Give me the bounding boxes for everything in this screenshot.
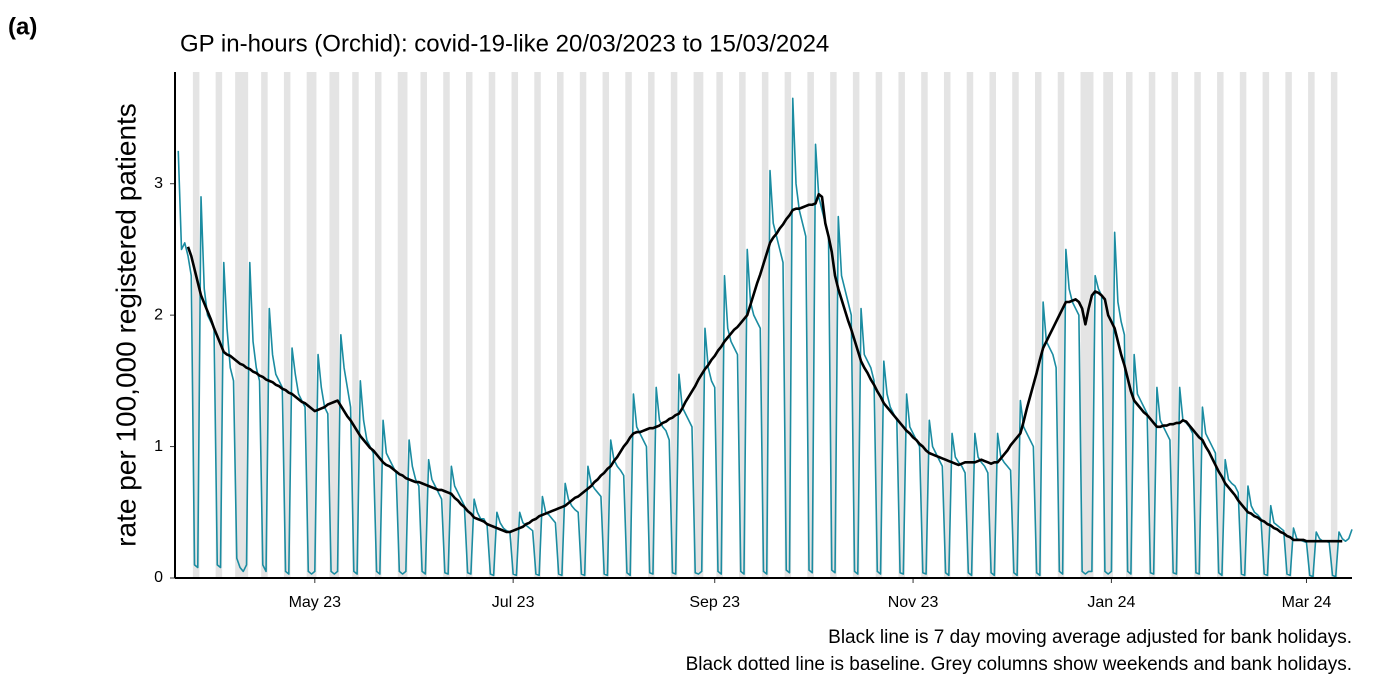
shaded-column xyxy=(557,72,564,578)
shaded-column xyxy=(1012,72,1019,578)
shaded-column xyxy=(693,72,704,578)
shaded-column xyxy=(921,72,928,578)
shaded-column xyxy=(716,72,723,578)
note: Black line is 7 day moving average adjus… xyxy=(828,627,1352,648)
shaded-column xyxy=(670,72,678,578)
series-line xyxy=(177,97,1353,578)
plot-area xyxy=(192,72,1338,578)
shaded-column xyxy=(602,72,610,578)
shaded-column xyxy=(739,72,746,578)
shaded-column xyxy=(443,72,450,578)
shaded-column xyxy=(1171,72,1179,578)
shaded-column xyxy=(875,72,883,578)
shaded-column xyxy=(989,72,996,578)
x-tick-label: Jul 23 xyxy=(492,594,535,611)
x-tick-label: Nov 23 xyxy=(888,594,939,611)
shaded-column xyxy=(1126,72,1133,578)
shaded-column xyxy=(852,72,860,578)
shaded-column xyxy=(488,72,496,578)
shaded-column xyxy=(534,72,541,578)
panel-label: (a) xyxy=(8,13,37,40)
y-tick-label: 2 xyxy=(154,306,163,323)
shaded-column xyxy=(465,72,473,578)
shaded-column xyxy=(397,72,408,578)
x-tick-label: Sep 23 xyxy=(689,594,740,611)
shaded-column xyxy=(235,72,249,578)
x-tick-label: May 23 xyxy=(289,594,342,611)
shaded-column xyxy=(898,72,905,578)
shaded-column xyxy=(420,72,427,578)
shaded-column xyxy=(807,72,814,578)
shaded-column xyxy=(1217,72,1224,578)
shaded-column xyxy=(648,72,655,578)
x-tick-label: Jan 24 xyxy=(1087,594,1135,611)
shaded-column xyxy=(306,72,317,578)
note: Black dotted line is baseline. Grey colu… xyxy=(686,654,1352,675)
shaded-column xyxy=(761,72,769,578)
y-tick-label: 1 xyxy=(154,438,163,455)
shaded-column xyxy=(261,72,268,578)
y-tick-label: 0 xyxy=(154,569,163,586)
shaded-column xyxy=(1080,72,1094,578)
shaded-column xyxy=(1262,72,1270,578)
shaded-column xyxy=(1285,72,1292,578)
shaded-column xyxy=(1194,72,1201,578)
y-tick-label: 3 xyxy=(154,175,163,192)
shaded-column xyxy=(943,72,951,578)
y-axis-label: rate per 100,000 registered patients xyxy=(110,103,141,547)
shaded-column xyxy=(625,72,632,578)
shaded-column xyxy=(1034,72,1042,578)
shaded-column xyxy=(329,72,340,578)
shaded-column xyxy=(784,72,792,578)
shaded-column xyxy=(1330,72,1338,578)
shaded-column xyxy=(283,72,291,578)
shaded-column xyxy=(192,72,200,578)
shaded-column xyxy=(579,72,587,578)
shaded-column xyxy=(1103,72,1114,578)
shaded-column xyxy=(966,72,974,578)
shaded-column xyxy=(1057,72,1065,578)
shaded-column xyxy=(215,72,223,578)
shaded-column xyxy=(352,72,359,578)
x-tick-label: Mar 24 xyxy=(1282,594,1332,611)
shaded-column xyxy=(830,72,837,578)
shaded-column xyxy=(511,72,519,578)
chart-title: GP in-hours (Orchid): covid-19-like 20/0… xyxy=(180,30,829,57)
shaded-column xyxy=(1148,72,1156,578)
shaded-column xyxy=(374,72,382,578)
shaded-column xyxy=(1308,72,1315,578)
shaded-column xyxy=(1239,72,1247,578)
series-line xyxy=(186,192,1343,543)
